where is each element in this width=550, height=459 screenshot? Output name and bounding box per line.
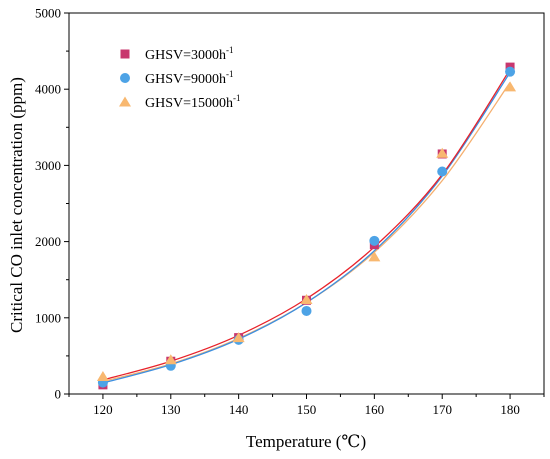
data-point (368, 251, 381, 262)
data-point (301, 305, 312, 316)
data-point (96, 370, 109, 381)
x-tick-label: 140 (229, 402, 249, 417)
plot-frame (68, 12, 545, 395)
x-axis-title: Temperature (℃) (246, 432, 366, 451)
legend-marker (119, 96, 131, 107)
y-axis-title: Critical CO inlet concentration (ppm) (7, 77, 26, 333)
fit-curve (102, 81, 511, 383)
legend-marker (120, 73, 130, 83)
y-tick-label: 1000 (35, 310, 61, 325)
data-point (232, 332, 245, 343)
x-tick-label: 130 (161, 402, 181, 417)
y-tick-label: 5000 (35, 6, 61, 21)
data-point (300, 294, 313, 305)
fit-curve (102, 72, 511, 384)
data-markers (96, 62, 517, 390)
x-tick-label: 160 (365, 402, 385, 417)
data-point (505, 66, 516, 77)
y-tick-label: 4000 (35, 82, 61, 97)
x-tick-label: 180 (500, 402, 520, 417)
legend-label: GHSV=15000h-1 (145, 93, 241, 111)
x-axis-ticks: 120 130 140 150 160 170 180 (68, 394, 545, 417)
x-tick-label: 120 (93, 402, 113, 417)
legend: GHSV=3000h-1 GHSV=9000h-1 GHSV=15000h-1 (119, 45, 241, 111)
data-point (436, 147, 449, 158)
y-tick-label: 0 (55, 387, 62, 402)
y-tick-label: 3000 (35, 158, 61, 173)
data-point (164, 354, 177, 365)
data-point (369, 235, 380, 246)
data-point (437, 166, 448, 177)
legend-marker (120, 49, 130, 59)
fit-curves (102, 69, 511, 384)
plot-border (68, 12, 545, 395)
x-tick-label: 150 (297, 402, 317, 417)
legend-label: GHSV=9000h-1 (145, 69, 234, 87)
legend-label: GHSV=3000h-1 (145, 45, 234, 63)
y-axis-ticks: 0 1000 2000 3000 4000 5000 (35, 6, 69, 402)
y-tick-label: 2000 (35, 234, 61, 249)
data-point (504, 81, 517, 92)
fit-curve (102, 69, 511, 381)
x-tick-label: 170 (432, 402, 452, 417)
